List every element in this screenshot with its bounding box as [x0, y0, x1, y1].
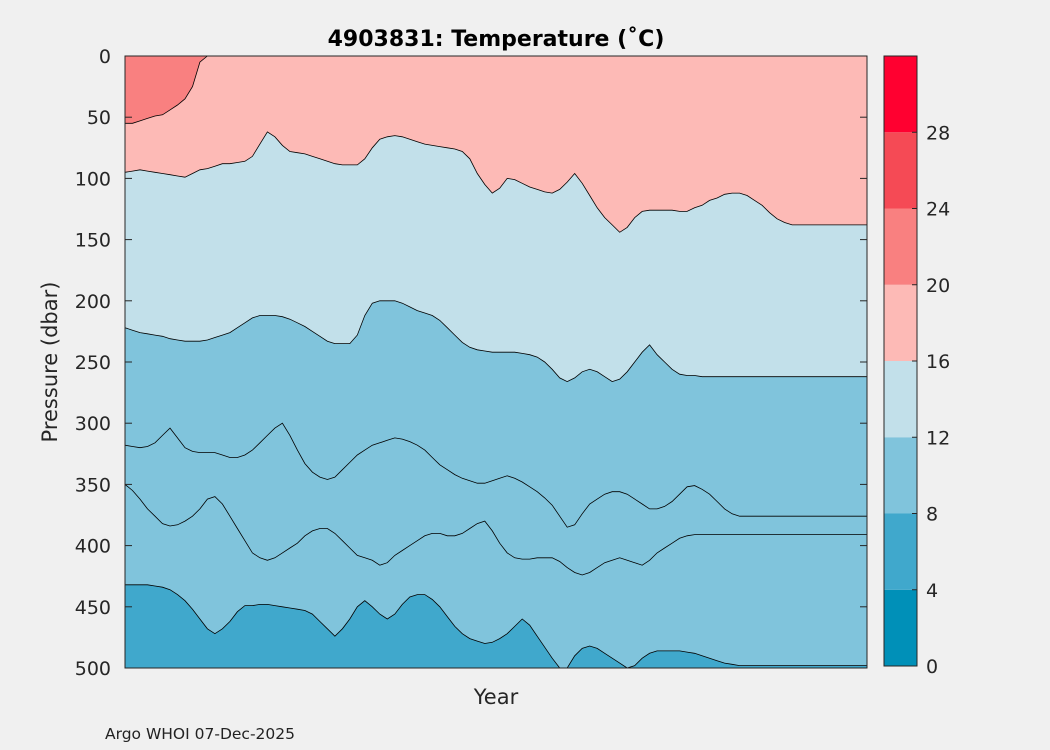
colorbar-tick-label: 8: [926, 504, 938, 526]
y-tick-label: 300: [75, 413, 111, 435]
colorbar-segment: [884, 437, 917, 514]
isotherm-8: [125, 584, 867, 669]
colorbar-tick-label: 24: [926, 199, 950, 221]
isotherm-12: [124, 300, 867, 383]
colorbar-tick-label: 16: [926, 351, 950, 373]
isotherm-9: [124, 484, 867, 576]
footer-credit: Argo WHOI 07-Dec-2025: [105, 725, 295, 743]
isotherm-16: [124, 131, 867, 233]
isotherm-10: [124, 422, 867, 528]
y-tick-label: 50: [87, 107, 111, 129]
y-tick-label: 0: [99, 46, 111, 68]
colorbar-segment: [884, 589, 917, 666]
colorbar-tick-label: 4: [926, 580, 938, 602]
colorbar: 0 4 8 12 16 20 24 28: [883, 55, 950, 678]
y-tick-label: 450: [75, 597, 111, 619]
colorbar-segment: [884, 56, 917, 133]
colorbar-segment: [884, 513, 917, 590]
y-tick-label: 150: [75, 230, 111, 252]
y-tick-label: 500: [75, 658, 111, 680]
y-tick-label: 250: [75, 352, 111, 374]
colorbar-tick-label: 12: [926, 427, 950, 449]
x-axis-label: Year: [473, 685, 519, 709]
y-tick-label: 200: [75, 291, 111, 313]
colorbar-segment: [884, 132, 917, 209]
colorbar-tick-label: 28: [926, 122, 950, 144]
y-tick-label: 100: [75, 168, 111, 190]
colorbar-segment: [884, 284, 917, 361]
y-tick-label: 400: [75, 536, 111, 558]
colorbar-tick-label: 0: [926, 656, 938, 678]
y-axis-label: Pressure (dbar): [38, 282, 62, 443]
contour-band-below-8: [125, 584, 867, 668]
y-tick-label: 350: [75, 474, 111, 496]
contour-fill-layer: [125, 56, 867, 668]
y-axis: 0 50 100 150 200 250 300 350 400 450 500: [75, 46, 867, 680]
colorbar-tick-label: 20: [926, 275, 950, 297]
colorbar-segment: [884, 361, 917, 438]
chart-title: 4903831: Temperature (˚C): [328, 27, 665, 52]
colorbar-segment: [884, 208, 917, 285]
